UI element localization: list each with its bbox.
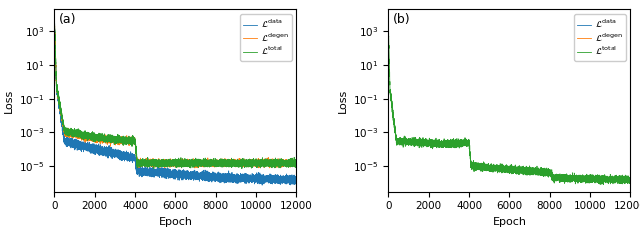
$\mathcal{L}^\mathrm{total}$ — [508, 168, 516, 171]
$\mathcal{L}^\mathrm{degen}$ — [113, 140, 121, 143]
$\mathcal{L}^\mathrm{total}$ — [63, 128, 71, 131]
Line: $\mathcal{L}^\mathrm{degen}$: $\mathcal{L}^\mathrm{degen}$ — [54, 20, 296, 168]
$\mathcal{L}^\mathrm{degen}$ — [63, 131, 71, 134]
$\mathcal{L}^\mathrm{data}$ — [51, 16, 58, 19]
$\mathcal{L}^\mathrm{total}$ — [198, 161, 205, 163]
$\mathcal{L}^\mathrm{data}$ — [51, 18, 58, 21]
$\mathcal{L}^\mathrm{data}$ — [175, 171, 182, 173]
Line: $\mathcal{L}^\mathrm{total}$: $\mathcal{L}^\mathrm{total}$ — [54, 18, 296, 169]
$\mathcal{L}^\mathrm{total}$ — [532, 172, 540, 175]
$\mathcal{L}^\mathrm{data}$ — [198, 177, 205, 180]
$\mathcal{L}^\mathrm{total}$ — [627, 179, 634, 181]
Y-axis label: Loss: Loss — [4, 88, 13, 112]
$\mathcal{L}^\mathrm{total}$ — [447, 141, 455, 144]
$\mathcal{L}^\mathrm{data}$ — [113, 151, 121, 154]
$\mathcal{L}^\mathrm{degen}$ — [178, 161, 186, 164]
$\mathcal{L}^\mathrm{total}$ — [113, 140, 121, 143]
Text: (b): (b) — [393, 13, 411, 26]
X-axis label: Epoch: Epoch — [159, 217, 193, 227]
Text: (a): (a) — [60, 13, 77, 26]
$\mathcal{L}^\mathrm{total}$ — [397, 141, 405, 144]
Line: $\mathcal{L}^\mathrm{data}$: $\mathcal{L}^\mathrm{data}$ — [54, 18, 296, 185]
$\mathcal{L}^\mathrm{total}$ — [292, 164, 300, 167]
$\mathcal{L}^\mathrm{data}$ — [292, 177, 300, 180]
$\mathcal{L}^\mathrm{total}$ — [420, 143, 428, 146]
$\mathcal{L}^\mathrm{total}$ — [385, 22, 392, 25]
$\mathcal{L}^\mathrm{degen}$ — [175, 161, 182, 164]
$\mathcal{L}^\mathrm{total}$ — [86, 137, 94, 139]
$\mathcal{L}^\mathrm{degen}$ — [292, 162, 300, 164]
$\mathcal{L}^\mathrm{total}$ — [178, 161, 186, 164]
$\mathcal{L}^\mathrm{total}$ — [238, 167, 246, 170]
$\mathcal{L}^\mathrm{total}$ — [512, 169, 520, 172]
Line: $\mathcal{L}^\mathrm{total}$: $\mathcal{L}^\mathrm{total}$ — [388, 24, 630, 185]
$\mathcal{L}^\mathrm{data}$ — [178, 177, 186, 180]
$\mathcal{L}^\mathrm{total}$ — [175, 162, 182, 165]
$\mathcal{L}^\mathrm{data}$ — [63, 141, 71, 144]
$\mathcal{L}^\mathrm{degen}$ — [51, 19, 58, 21]
Legend: $\mathcal{L}^\mathrm{data}$, $\mathcal{L}^\mathrm{degen}$, $\mathcal{L}^\mathrm{: $\mathcal{L}^\mathrm{data}$, $\mathcal{L… — [240, 14, 292, 61]
$\mathcal{L}^\mathrm{total}$ — [51, 17, 58, 19]
Y-axis label: Loss: Loss — [338, 88, 348, 112]
$\mathcal{L}^\mathrm{data}$ — [259, 184, 266, 186]
$\mathcal{L}^\mathrm{degen}$ — [161, 167, 169, 169]
$\mathcal{L}^\mathrm{degen}$ — [198, 162, 205, 165]
$\mathcal{L}^\mathrm{data}$ — [86, 148, 94, 151]
$\mathcal{L}^\mathrm{degen}$ — [51, 20, 58, 23]
Legend: $\mathcal{L}^\mathrm{data}$, $\mathcal{L}^\mathrm{degen}$, $\mathcal{L}^\mathrm{: $\mathcal{L}^\mathrm{data}$, $\mathcal{L… — [574, 14, 626, 61]
$\mathcal{L}^\mathrm{degen}$ — [86, 138, 94, 141]
X-axis label: Epoch: Epoch — [492, 217, 526, 227]
$\mathcal{L}^\mathrm{total}$ — [600, 183, 607, 186]
